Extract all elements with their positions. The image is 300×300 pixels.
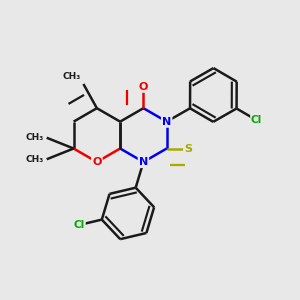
Text: O: O	[139, 82, 148, 92]
Text: Cl: Cl	[74, 220, 85, 230]
Text: CH₃: CH₃	[62, 72, 80, 81]
Text: N: N	[139, 157, 148, 167]
Text: CH₃: CH₃	[26, 133, 44, 142]
Text: O: O	[92, 157, 102, 167]
Text: CH₃: CH₃	[26, 155, 44, 164]
Text: S: S	[184, 143, 192, 154]
Text: Cl: Cl	[251, 115, 262, 125]
Text: N: N	[162, 117, 171, 127]
